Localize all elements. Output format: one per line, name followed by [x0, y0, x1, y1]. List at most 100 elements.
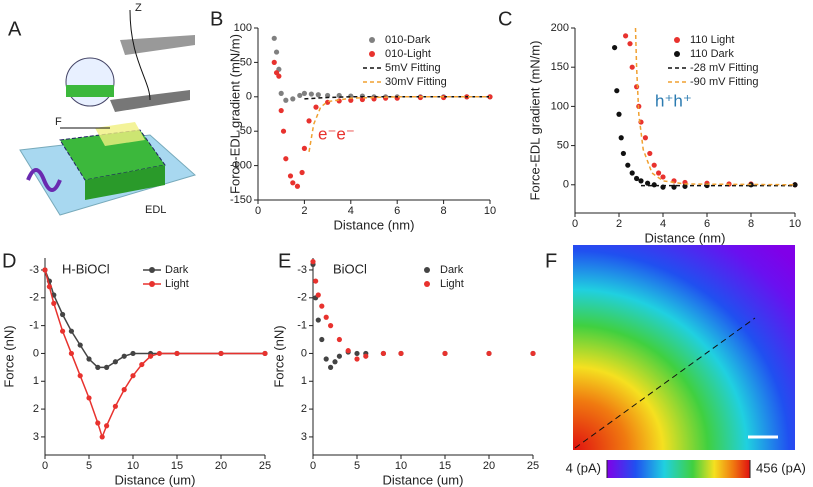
data-point: [629, 64, 635, 70]
y-tick-label: -150: [230, 194, 252, 206]
data-point: [68, 350, 74, 357]
y-tick-label: 1: [301, 375, 307, 387]
data-point: [651, 182, 657, 188]
data-point: [121, 387, 127, 393]
data-point: [174, 350, 180, 357]
x-tick-label: 4: [348, 205, 354, 217]
data-point: [315, 317, 321, 323]
data-point: [625, 162, 631, 168]
legend-label: -28 mV Fitting: [690, 62, 758, 74]
data-point: [319, 336, 325, 343]
legend-label: 110 Dark: [690, 48, 734, 60]
x-axis-label: Distance (um): [383, 472, 464, 487]
data-point: [130, 350, 136, 357]
legend-label: -90 mV Fitting: [690, 76, 758, 88]
data-point: [315, 92, 321, 98]
y-tick-label: 3: [33, 431, 39, 443]
y-tick-label: 150: [551, 61, 569, 73]
heatmap-image: [573, 245, 795, 450]
data-point: [112, 359, 118, 365]
crystal-side: [85, 165, 165, 200]
x-axis-label: Distance (nm): [645, 230, 726, 245]
inset-surface: [66, 85, 114, 97]
x-tick-label: 20: [483, 460, 495, 472]
data-point: [301, 90, 307, 96]
x-tick-label: 8: [748, 218, 754, 230]
data-point: [42, 267, 48, 273]
x-tick-label: 8: [441, 205, 447, 217]
legend-label: 30mV Fitting: [385, 76, 447, 88]
y-tick-label: 0: [246, 91, 252, 103]
x-tick-label: 10: [789, 218, 801, 230]
legend-marker: [424, 267, 430, 273]
y-axis-label: Force-EDL gradient (mN/m): [527, 41, 542, 201]
data-point: [86, 356, 92, 362]
data-point: [634, 84, 640, 90]
y-tick-label: 0: [33, 347, 39, 359]
x-tick-label: 0: [310, 460, 316, 472]
schematic: A F Z EDL: [8, 2, 197, 216]
data-point: [380, 350, 386, 357]
y-tick-label: -1: [297, 320, 307, 332]
data-point: [68, 328, 74, 334]
data-point: [363, 353, 369, 359]
x-tick-label: 25: [527, 460, 539, 472]
annotation: h⁺h⁺: [655, 91, 692, 110]
colorbar-label: 4 (pA): [566, 460, 601, 475]
data-point: [271, 59, 277, 65]
data-point: [156, 350, 162, 357]
x-tick-label: 0: [42, 460, 48, 472]
y-axis-label: Force (nN): [271, 325, 286, 387]
label: Z: [135, 2, 142, 14]
data-point: [46, 284, 53, 290]
cantilever: [110, 90, 190, 112]
data-point: [306, 118, 312, 124]
data-point: [104, 364, 110, 370]
y-tick-label: 3: [301, 431, 307, 443]
x-tick-label: 20: [215, 460, 227, 472]
y-tick-label: 200: [551, 22, 569, 34]
data-point: [638, 178, 644, 184]
data-point: [620, 150, 627, 157]
y-tick-label: 50: [557, 139, 569, 151]
x-axis-label: Distance (nm): [334, 217, 415, 232]
data-point: [290, 96, 296, 102]
y-axis-label: Force-EDL gradient (mN/m): [227, 34, 242, 194]
data-point: [313, 104, 319, 110]
data-point: [148, 353, 154, 359]
x-tick-label: 6: [704, 218, 710, 230]
data-point: [283, 156, 289, 162]
data-point: [354, 350, 360, 357]
y-tick-label: -50: [236, 125, 252, 137]
data-point: [121, 353, 127, 359]
x-tick-label: 15: [439, 460, 451, 472]
y-tick-label: 2: [301, 403, 307, 415]
data-point: [328, 364, 334, 370]
y-tick-label: 100: [234, 22, 252, 34]
chart-title: BiOCl: [333, 261, 367, 276]
data-point: [616, 111, 622, 117]
data-point: [313, 278, 319, 284]
x-tick-label: 10: [484, 205, 496, 217]
data-point: [627, 41, 633, 47]
y-tick-label: 0: [301, 347, 307, 359]
data-point: [442, 350, 448, 357]
data-point: [618, 135, 624, 141]
data-point: [139, 361, 145, 368]
x-tick-label: 0: [255, 205, 261, 217]
data-point: [77, 342, 83, 348]
data-point: [112, 403, 118, 409]
legend-marker: [674, 51, 680, 57]
legend-label: 010-Light: [385, 48, 431, 60]
data-point: [99, 434, 105, 440]
data-point: [297, 92, 303, 99]
data-point: [299, 169, 305, 176]
data-point: [656, 170, 662, 176]
colorbar: [607, 460, 750, 478]
data-point: [319, 303, 325, 309]
data-point: [308, 91, 314, 97]
line-profile: [574, 317, 756, 449]
data-point: [262, 350, 268, 357]
data-point: [315, 292, 321, 298]
